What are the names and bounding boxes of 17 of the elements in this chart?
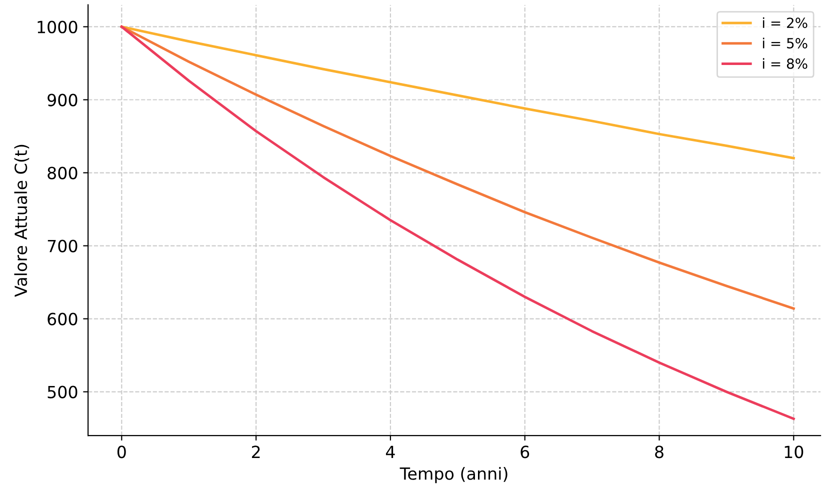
x-tick-label: 4 — [386, 446, 395, 458]
y-tick-label: 600 — [48, 312, 78, 326]
y-tick-label: 800 — [48, 166, 78, 180]
y-axis-title: Valore Attuale C(t) — [14, 144, 30, 297]
x-axis-title: Tempo (anni) — [400, 467, 508, 484]
x-tick-label: 10 — [784, 446, 804, 458]
y-tick-label: 1000 — [38, 20, 78, 34]
x-tick-label: 0 — [117, 446, 126, 458]
x-tick-label: 6 — [520, 446, 530, 458]
x-tick-label: 2 — [252, 446, 260, 458]
legend-label: i = 5% — [762, 38, 808, 48]
y-tick-label: 500 — [48, 386, 78, 398]
legend-label: i = 2% — [762, 17, 808, 28]
y-tick-label: 900 — [48, 94, 78, 106]
legend-label: i = 8% — [762, 58, 808, 69]
y-tick-label: 700 — [48, 240, 78, 252]
x-tick-label: 8 — [655, 446, 664, 458]
